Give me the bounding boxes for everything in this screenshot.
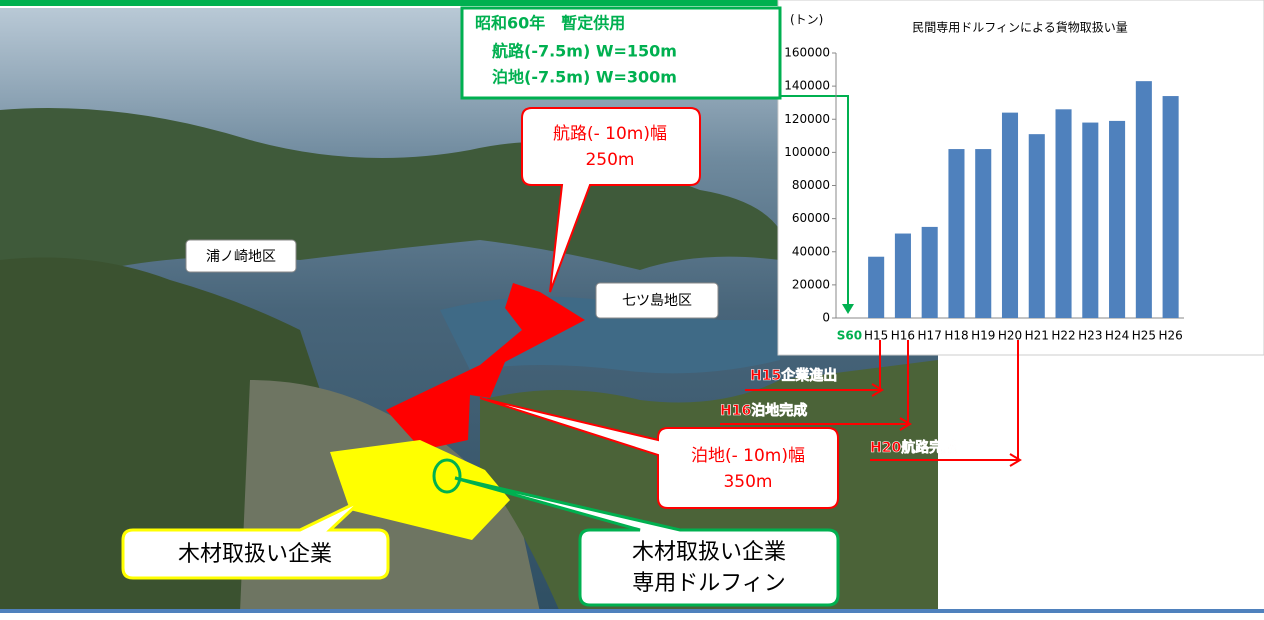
callout-text: 航路(- 10m)幅 bbox=[553, 124, 667, 144]
y-tick-label: 60000 bbox=[792, 211, 830, 225]
x-tick-label: H22 bbox=[1051, 329, 1075, 343]
bar bbox=[1163, 96, 1179, 318]
y-tick-label: 80000 bbox=[792, 178, 830, 192]
callout-text: 木材取扱い企業 bbox=[632, 540, 786, 565]
callout-text: 250m bbox=[585, 150, 634, 170]
callout-text: 350m bbox=[723, 472, 772, 492]
x-tick-label: H20 bbox=[998, 329, 1022, 343]
y-axis-label: (トン) bbox=[790, 13, 823, 27]
y-tick-label: 40000 bbox=[792, 244, 830, 258]
page: {"chart_data": {"type": "bar", "title": … bbox=[0, 0, 1264, 616]
bar bbox=[922, 227, 938, 318]
bar bbox=[948, 149, 964, 318]
bar bbox=[1056, 109, 1072, 318]
x-tick-label: S60 bbox=[837, 329, 862, 343]
x-tick-label: H26 bbox=[1158, 329, 1182, 343]
milestone-label: H16泊地完成 bbox=[720, 402, 807, 419]
provisional-line: 航路(-7.5m) W=150m bbox=[492, 42, 677, 61]
bar bbox=[895, 234, 911, 318]
provisional-title: 昭和60年 暫定供用 bbox=[475, 14, 625, 33]
bar bbox=[1002, 113, 1018, 318]
bar bbox=[1029, 134, 1045, 318]
callout-text: 木材取扱い企業 bbox=[178, 542, 332, 567]
bottom-bar bbox=[0, 609, 1264, 613]
slide: 浦ノ崎地区 七ツ島地区 航路(- 10m)幅 250m 泊地(- 10m)幅 3… bbox=[0, 0, 1264, 616]
milestone-label: H15企業進出 bbox=[750, 367, 837, 384]
x-tick-label: H24 bbox=[1105, 329, 1129, 343]
bar bbox=[868, 257, 884, 318]
chart-title: 民間専用ドルフィンによる貨物取扱い量 bbox=[912, 20, 1127, 35]
y-tick-label: 160000 bbox=[784, 46, 830, 60]
district-label: 浦ノ崎地区 bbox=[206, 249, 276, 265]
y-tick-label: 140000 bbox=[784, 79, 830, 93]
y-tick-label: 0 bbox=[822, 311, 830, 325]
provisional-line: 泊地(-7.5m) W=300m bbox=[492, 68, 677, 87]
x-tick-label: H25 bbox=[1132, 329, 1156, 343]
top-bar bbox=[0, 0, 778, 6]
x-tick-label: H15 bbox=[864, 329, 888, 343]
bar bbox=[1082, 123, 1098, 318]
bar bbox=[1136, 81, 1152, 318]
milestone-label: H20航路完成 bbox=[870, 439, 957, 456]
x-tick-label: H18 bbox=[944, 329, 968, 343]
callout-text: 専用ドルフィン bbox=[632, 571, 786, 596]
y-tick-label: 100000 bbox=[784, 145, 830, 159]
district-label: 七ツ島地区 bbox=[622, 293, 692, 309]
callout-text: 泊地(- 10m)幅 bbox=[691, 446, 805, 466]
x-tick-label: H17 bbox=[918, 329, 942, 343]
x-tick-label: H19 bbox=[971, 329, 995, 343]
chart-panel bbox=[778, 0, 1264, 355]
y-tick-label: 120000 bbox=[784, 112, 830, 126]
x-tick-label: H21 bbox=[1025, 329, 1049, 343]
y-tick-label: 20000 bbox=[792, 277, 830, 291]
x-tick-label: H23 bbox=[1078, 329, 1102, 343]
bar bbox=[1109, 121, 1125, 318]
x-tick-label: H16 bbox=[891, 329, 915, 343]
bar bbox=[975, 149, 991, 318]
